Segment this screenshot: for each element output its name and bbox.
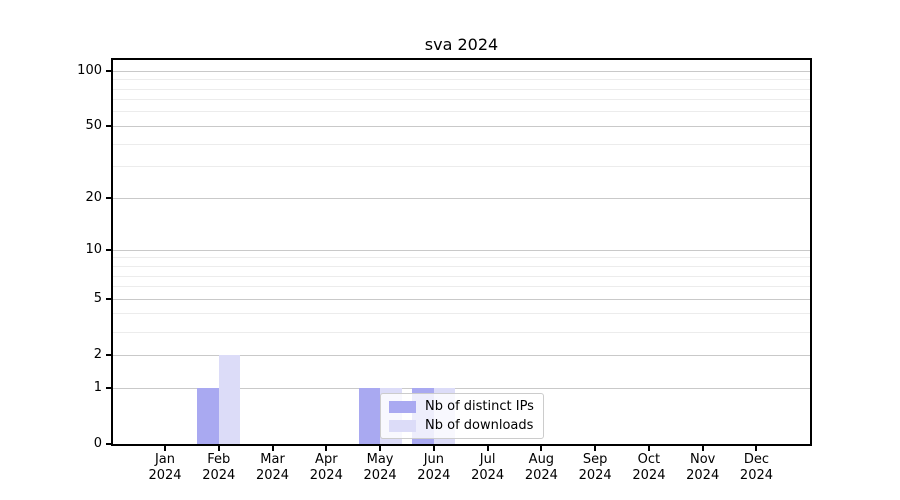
gridline-minor — [113, 257, 810, 259]
gridline-minor — [113, 313, 810, 315]
gridline-minor — [113, 166, 810, 168]
x-tick — [432, 444, 435, 451]
bar-distinct-ips — [358, 388, 381, 444]
y-tick — [106, 249, 113, 252]
y-tick — [106, 443, 113, 445]
x-tick-label: Sep 2024 — [578, 452, 612, 483]
gridline-minor — [113, 111, 810, 113]
legend-item-distinct-ips: Nb of distinct IPs — [389, 399, 534, 414]
gridline-minor — [113, 266, 810, 267]
y-tick — [106, 387, 113, 389]
legend-swatch-distinct-ips — [389, 400, 416, 413]
x-tick — [540, 444, 543, 451]
gridline-major — [113, 298, 810, 300]
legend-swatch-downloads — [389, 419, 416, 432]
gridline-major — [113, 70, 810, 72]
x-tick — [594, 444, 597, 451]
x-tick — [486, 444, 489, 451]
gridline-major — [113, 125, 810, 127]
gridline-minor — [113, 99, 810, 101]
gridline-major — [113, 249, 810, 251]
legend-label-distinct-ips: Nb of distinct IPs — [425, 399, 534, 414]
x-tick — [217, 444, 220, 451]
x-tick-label: Jul 2024 — [471, 452, 505, 483]
legend: Nb of distinct IPs Nb of downloads — [380, 393, 544, 439]
bar-distinct-ips — [197, 388, 219, 444]
y-tick — [106, 125, 113, 128]
legend-item-downloads: Nb of downloads — [389, 418, 534, 433]
x-tick — [271, 444, 274, 451]
x-tick — [379, 444, 382, 451]
x-tick-label: Jan 2024 — [148, 452, 182, 483]
gridline-major — [113, 354, 810, 356]
y-tick-label: 2 — [93, 347, 102, 363]
gridline-minor — [113, 79, 810, 81]
gridline-minor — [113, 88, 810, 90]
x-tick — [701, 444, 704, 451]
plot-area: Nb of distinct IPs Nb of downloads Jan 2… — [77, 58, 812, 483]
x-tick — [325, 444, 328, 451]
x-tick-label: Jun 2024 — [417, 452, 451, 483]
x-tick-label: Oct 2024 — [632, 452, 666, 483]
x-tick-label: Apr 2024 — [309, 452, 343, 483]
gridline-minor — [113, 331, 810, 333]
legend-label-downloads: Nb of downloads — [425, 418, 534, 433]
gridline-major — [113, 387, 810, 389]
y-tick — [106, 70, 113, 73]
x-tick-label: Nov 2024 — [686, 452, 720, 483]
y-tick — [106, 354, 113, 357]
y-tick-label: 5 — [93, 291, 102, 307]
y-tick-label: 50 — [85, 118, 102, 134]
x-tick-label: May 2024 — [363, 452, 397, 483]
x-tick-label: Feb 2024 — [202, 452, 236, 483]
x-tick — [755, 444, 758, 451]
y-tick-label: 1 — [93, 380, 102, 395]
gridline-minor — [113, 275, 810, 277]
gridline-minor — [113, 143, 810, 145]
gridline-minor — [113, 286, 810, 288]
y-tick-label: 10 — [85, 242, 102, 258]
x-tick-label: Aug 2024 — [524, 452, 558, 483]
y-tick — [106, 197, 113, 200]
gridline-major — [113, 197, 810, 199]
y-tick — [106, 298, 113, 301]
x-tick-label: Dec 2024 — [739, 452, 774, 483]
x-tick-label: Mar 2024 — [255, 452, 290, 483]
x-tick — [647, 444, 650, 451]
y-tick-label: 100 — [77, 63, 102, 79]
bar-downloads — [218, 355, 241, 444]
y-tick-label: 20 — [85, 190, 102, 206]
y-tick-label: 0 — [93, 436, 102, 451]
chart-title: sva 2024 — [424, 35, 499, 54]
x-tick — [164, 444, 166, 451]
